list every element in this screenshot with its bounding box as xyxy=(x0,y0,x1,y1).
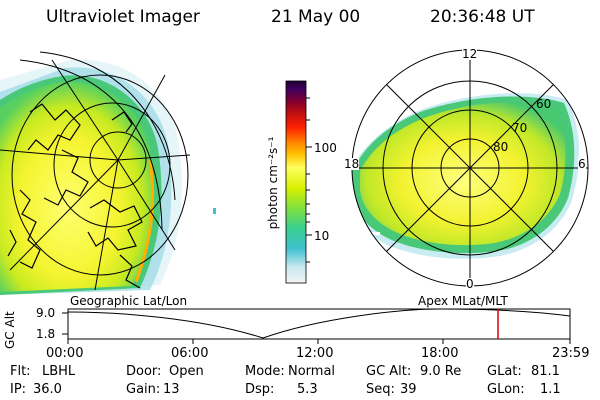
geographic-image xyxy=(0,51,191,295)
colorbar xyxy=(285,80,307,284)
status-dsp-value: 5.3 xyxy=(297,382,318,397)
status-flt-label: Flt: xyxy=(10,364,31,379)
status-glon-value: 1.1 xyxy=(540,382,561,397)
status-gcalt-label: GC Alt: xyxy=(366,364,412,379)
x-tick-1200: 12:00 xyxy=(296,346,334,361)
noise-speck xyxy=(213,208,216,214)
time-label: 20:36:48 UT xyxy=(430,7,535,27)
mlat-label-70: 70 xyxy=(512,121,528,135)
status-ip-value: 36.0 xyxy=(33,382,62,397)
instrument-title: Ultraviolet Imager xyxy=(46,7,200,27)
status-glon-label: GLon: xyxy=(487,382,525,397)
mlt-label-6: 6 xyxy=(578,157,586,171)
x-tick-2359: 23:59 xyxy=(552,346,590,361)
altitude-plot xyxy=(62,308,571,344)
apex-panel-label: Apex MLat/MLT xyxy=(418,294,508,308)
mlat-label-60: 60 xyxy=(536,97,552,111)
status-mode-label: Mode: xyxy=(245,364,285,379)
colorbar-tick-100: 100 xyxy=(314,141,337,155)
status-door-label: Door: xyxy=(126,364,162,379)
status-gain-value: 13 xyxy=(163,382,180,397)
apex-grid xyxy=(351,49,589,287)
altitude-curve xyxy=(67,308,571,339)
status-flt-value: LBHL xyxy=(42,364,76,379)
mlat-label-80: 80 xyxy=(493,140,509,154)
status-gain-label: Gain: xyxy=(126,382,161,397)
status-seq-value: 39 xyxy=(400,382,417,397)
status-ip-label: IP: xyxy=(10,382,27,397)
status-glat-label: GLat: xyxy=(487,364,522,379)
colorbar-tick-10: 10 xyxy=(314,229,330,243)
altitude-y-tick-high: 9.0 xyxy=(36,306,56,320)
apex-image xyxy=(352,93,580,259)
status-mode-value: Normal xyxy=(288,364,336,379)
altitude-y-label: GC Alt xyxy=(3,311,17,349)
mlt-label-18: 18 xyxy=(344,157,360,171)
status-gcalt-value: 9.0 Re xyxy=(420,364,462,379)
status-glat-value: 81.1 xyxy=(531,364,560,379)
x-tick-0000: 00:00 xyxy=(46,346,84,361)
date-label: 21 May 00 xyxy=(271,7,361,27)
colorbar-unit-label: photon cm⁻²s⁻¹ xyxy=(266,136,280,230)
altitude-y-tick-low: 1.8 xyxy=(36,327,56,341)
status-dsp-label: Dsp: xyxy=(245,382,275,397)
x-tick-0600: 06:00 xyxy=(171,346,209,361)
status-door-value: Open xyxy=(169,364,204,379)
mlt-label-0: 0 xyxy=(466,277,474,291)
colorbar-ticks xyxy=(306,97,312,263)
status-seq-label: Seq: xyxy=(366,382,395,397)
x-tick-1800: 18:00 xyxy=(421,346,459,361)
geographic-panel-label: Geographic Lat/Lon xyxy=(70,294,188,308)
mlt-label-12: 12 xyxy=(462,47,478,61)
